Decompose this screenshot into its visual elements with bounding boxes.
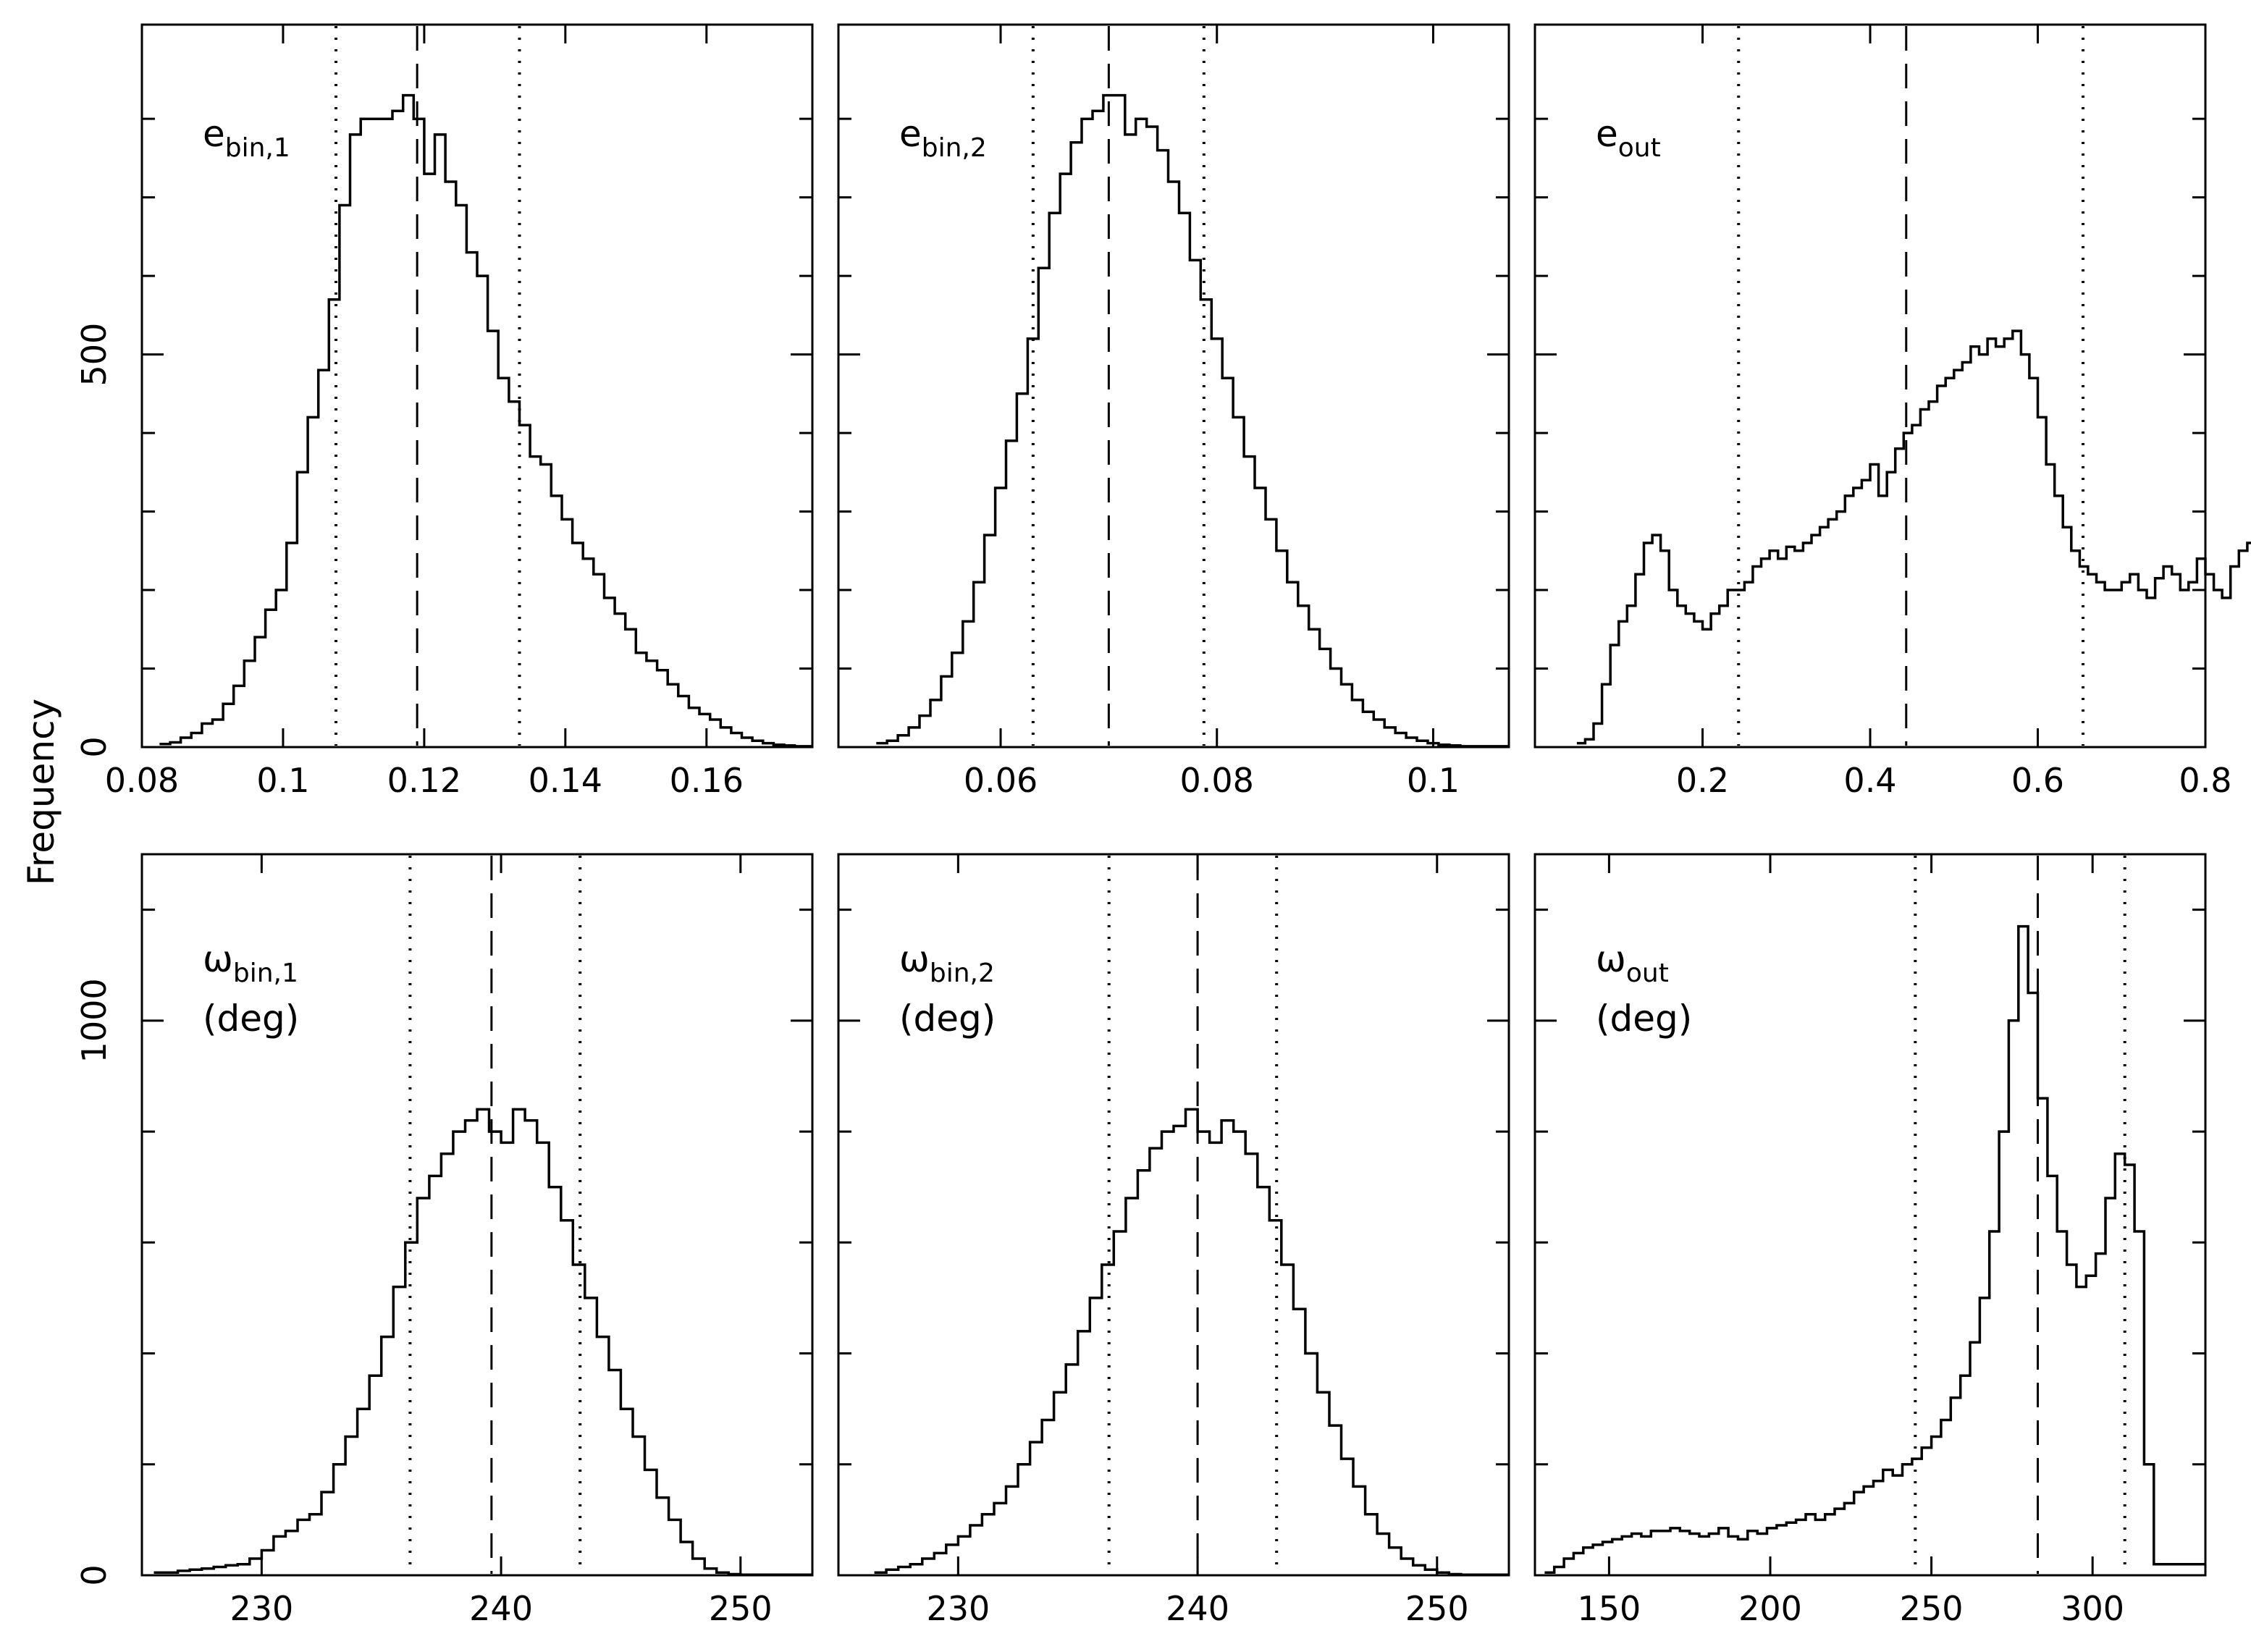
chart0-y-tick-label: 0	[75, 736, 114, 757]
chart5-x-tick-label: 300	[2061, 1589, 2124, 1628]
chart0-x-tick-label: 0.14	[529, 761, 602, 800]
chart3-unit-label: (deg)	[203, 998, 299, 1040]
chart4-unit-label: (deg)	[899, 998, 996, 1040]
chart4-histogram-curve	[874, 1108, 1509, 1576]
chart1-frame	[837, 23, 1510, 749]
chart0-x-tick-label: 0.1	[256, 761, 309, 800]
chart3-x-tick-label: 230	[230, 1589, 293, 1628]
chart5-x-tick-label: 150	[1577, 1589, 1641, 1628]
chart3-x-tick-label: 240	[469, 1589, 533, 1628]
chart4-parameter-label: ωbin,2	[899, 938, 995, 988]
panel-omega-out: 150 200 250 300 ωout (deg)	[1533, 853, 2207, 1628]
chart0-x-tick-label: 0.08	[105, 761, 179, 800]
chart4-frame	[837, 853, 1510, 1577]
chart3-histogram-curve	[153, 1108, 812, 1576]
chart0-histogram-curve	[159, 93, 812, 748]
chart5-unit-label: (deg)	[1596, 998, 1692, 1040]
panel-e-bin-2: 0.06 0.08 0.1 ebin,2	[837, 23, 1510, 800]
chart3-y-tick-label: 0	[75, 1564, 114, 1585]
chart4-x-tick-label: 230	[926, 1589, 990, 1628]
panel-e-bin-1: 0.08 0.1 0.12 0.14 0.16 0 500 ebin,1	[75, 23, 814, 800]
chart3-y-tick-label: 1000	[75, 978, 114, 1063]
chart3-frame	[140, 853, 814, 1577]
chart3-x-tick-label: 250	[709, 1589, 773, 1628]
chart5-histogram-curve	[1544, 924, 2205, 1574]
chart4-x-tick-label: 250	[1405, 1589, 1469, 1628]
chart5-frame	[1533, 853, 2207, 1577]
chart1-parameter-label: ebin,2	[899, 113, 987, 163]
chart1-x-tick-label: 0.08	[1180, 761, 1254, 800]
chart5-parameter-label: ωout	[1596, 938, 1669, 988]
chart0-parameter-label: ebin,1	[203, 113, 290, 163]
chart5-x-tick-label: 200	[1738, 1589, 1802, 1628]
chart0-y-tick-label: 500	[75, 323, 114, 387]
chart3-parameter-label: ωbin,1	[203, 938, 298, 988]
y-axis-label: Frequency	[20, 699, 62, 885]
panel-omega-bin-1: 230 240 250 0 1000 ωbin,1 (deg)	[75, 853, 814, 1628]
panel-omega-bin-2: 230 240 250 ωbin,2 (deg)	[837, 853, 1510, 1628]
chart0-frame	[140, 23, 814, 749]
panel-e-out: 0.2 0.4 0.6 0.8 eout	[1533, 23, 2251, 800]
chart0-x-tick-label: 0.12	[387, 761, 461, 800]
chart2-x-tick-label: 0.4	[1843, 761, 1896, 800]
chart1-x-tick-label: 0.1	[1407, 761, 1460, 800]
chart2-x-tick-label: 0.2	[1676, 761, 1729, 800]
chart1-histogram-curve	[876, 93, 1509, 748]
chart2-x-tick-label: 0.6	[2011, 761, 2064, 800]
chart1-x-tick-label: 0.06	[964, 761, 1038, 800]
chart5-x-tick-label: 250	[1900, 1589, 1964, 1628]
chart2-parameter-label: eout	[1596, 113, 1661, 163]
chart2-x-tick-label: 0.8	[2179, 761, 2231, 800]
chart0-x-tick-label: 0.16	[670, 761, 744, 800]
chart2-histogram-curve	[1576, 329, 2251, 745]
chart4-x-tick-label: 240	[1166, 1589, 1229, 1628]
